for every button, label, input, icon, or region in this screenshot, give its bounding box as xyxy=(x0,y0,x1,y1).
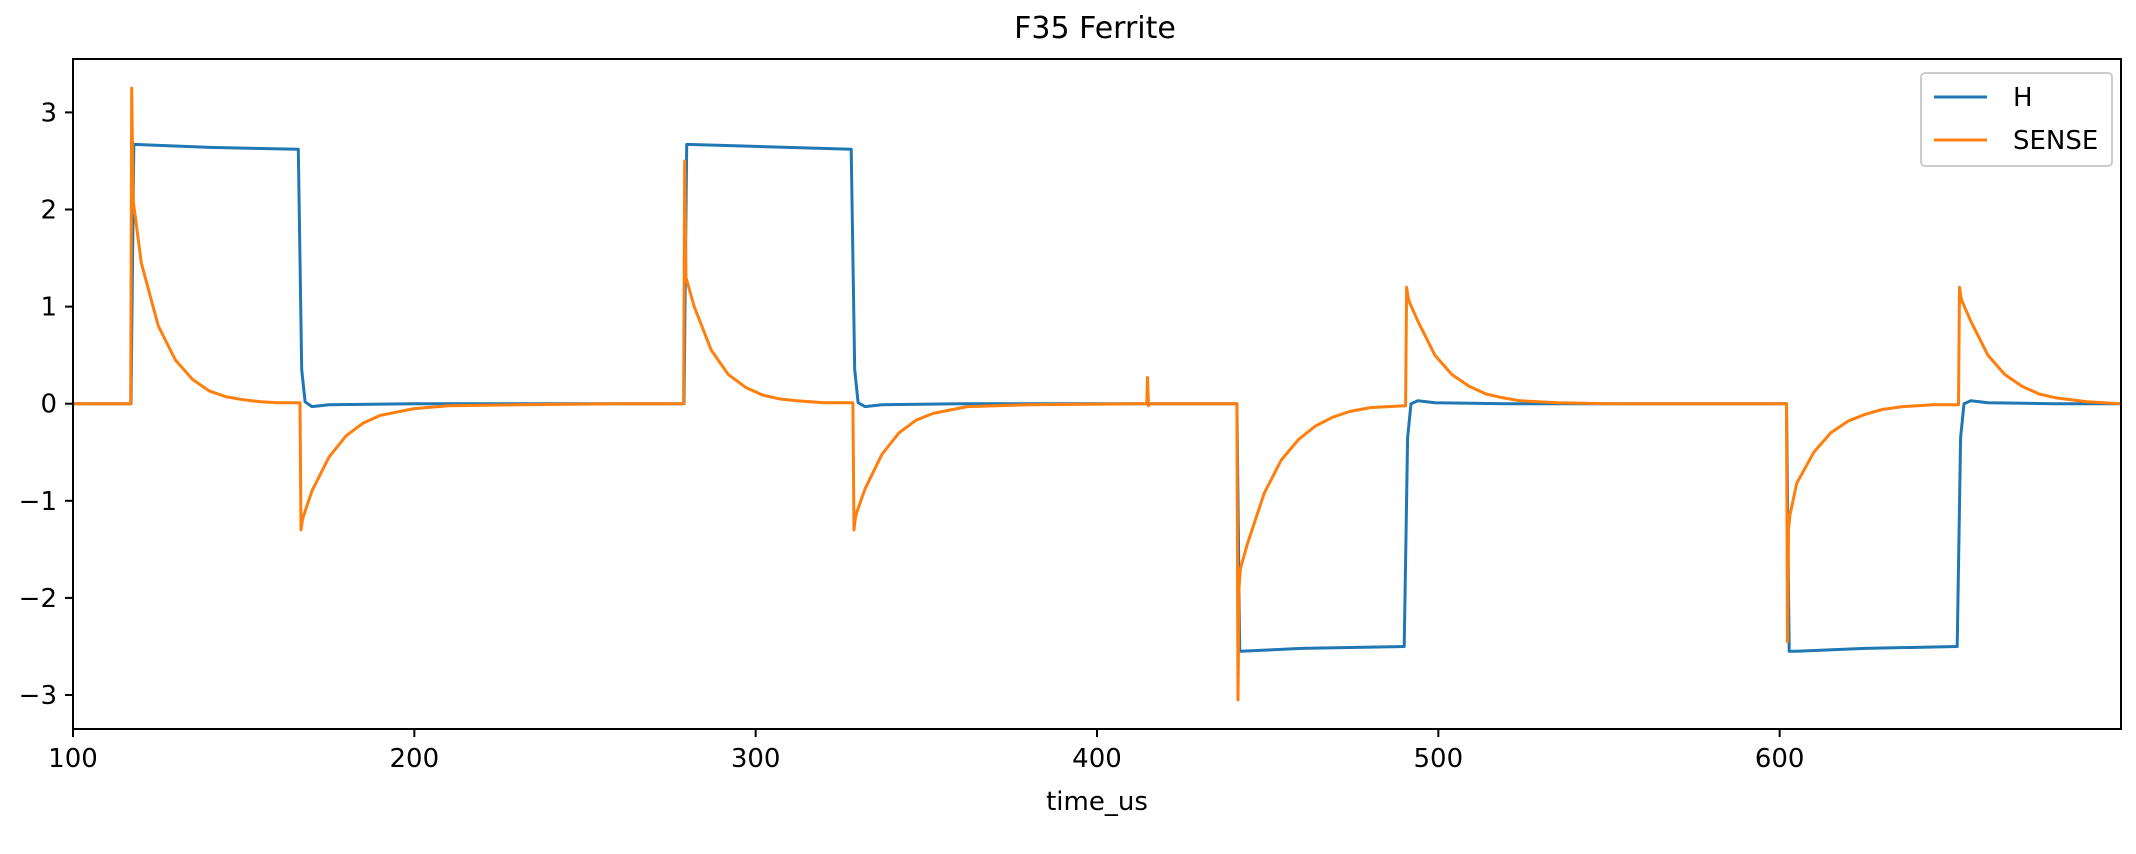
y-tick-label: 0 xyxy=(40,390,57,420)
x-axis-label: time_us xyxy=(1046,787,1148,817)
y-tick-label: 3 xyxy=(40,98,57,128)
y-tick-label: 2 xyxy=(40,196,57,226)
y-axis-ticks: −3 −2 −1 0 1 2 3 xyxy=(19,98,73,711)
x-tick-label: 400 xyxy=(1072,744,1122,774)
y-tick-label: −2 xyxy=(19,584,57,614)
series-line-sense xyxy=(73,86,2122,702)
legend-label-sense: SENSE xyxy=(2013,126,2098,156)
series-line-h xyxy=(73,142,2121,653)
y-tick-label: 1 xyxy=(40,293,57,323)
y-tick-label: −3 xyxy=(19,681,57,711)
plot-frame xyxy=(72,58,2122,730)
x-tick-label: 100 xyxy=(48,744,98,774)
y-tick-label: −1 xyxy=(19,487,57,517)
x-tick-label: 200 xyxy=(390,744,440,774)
chart-title: F35 Ferrite xyxy=(1014,11,1176,46)
plot-lines xyxy=(73,86,2122,702)
x-axis-ticks: 100 200 300 400 500 600 xyxy=(48,729,1804,774)
x-tick-label: 600 xyxy=(1755,744,1805,774)
legend-label-h: H xyxy=(2013,83,2033,113)
x-tick-label: 300 xyxy=(731,744,781,774)
x-tick-label: 500 xyxy=(1414,744,1464,774)
legend: H SENSE xyxy=(1920,72,2113,167)
